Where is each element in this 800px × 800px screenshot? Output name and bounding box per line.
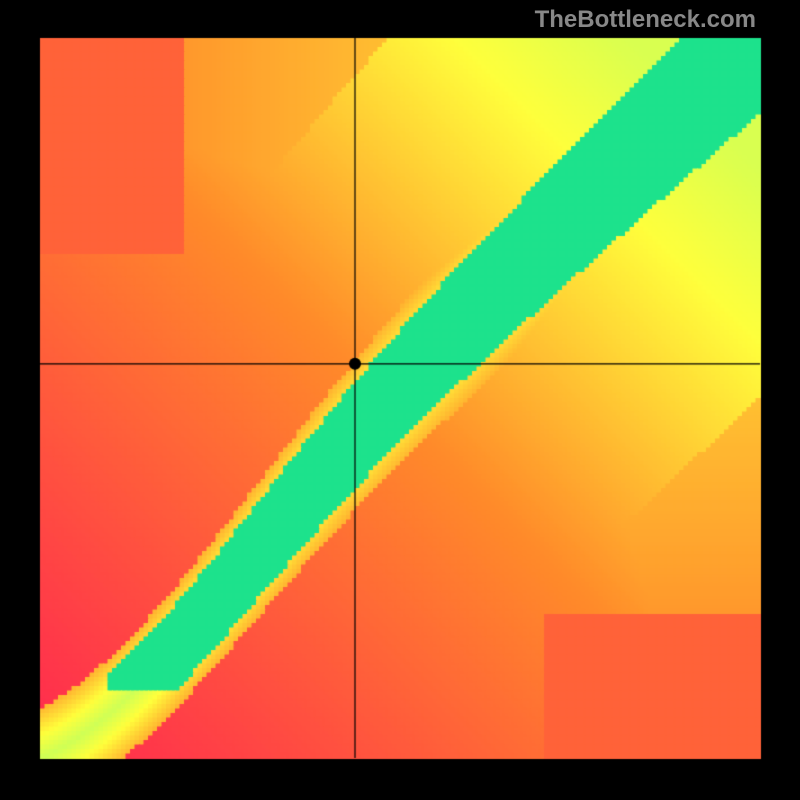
watermark-text: TheBottleneck.com [535,6,756,34]
chart-container: TheBottleneck.com [0,0,800,800]
heatmap-canvas [0,0,800,800]
